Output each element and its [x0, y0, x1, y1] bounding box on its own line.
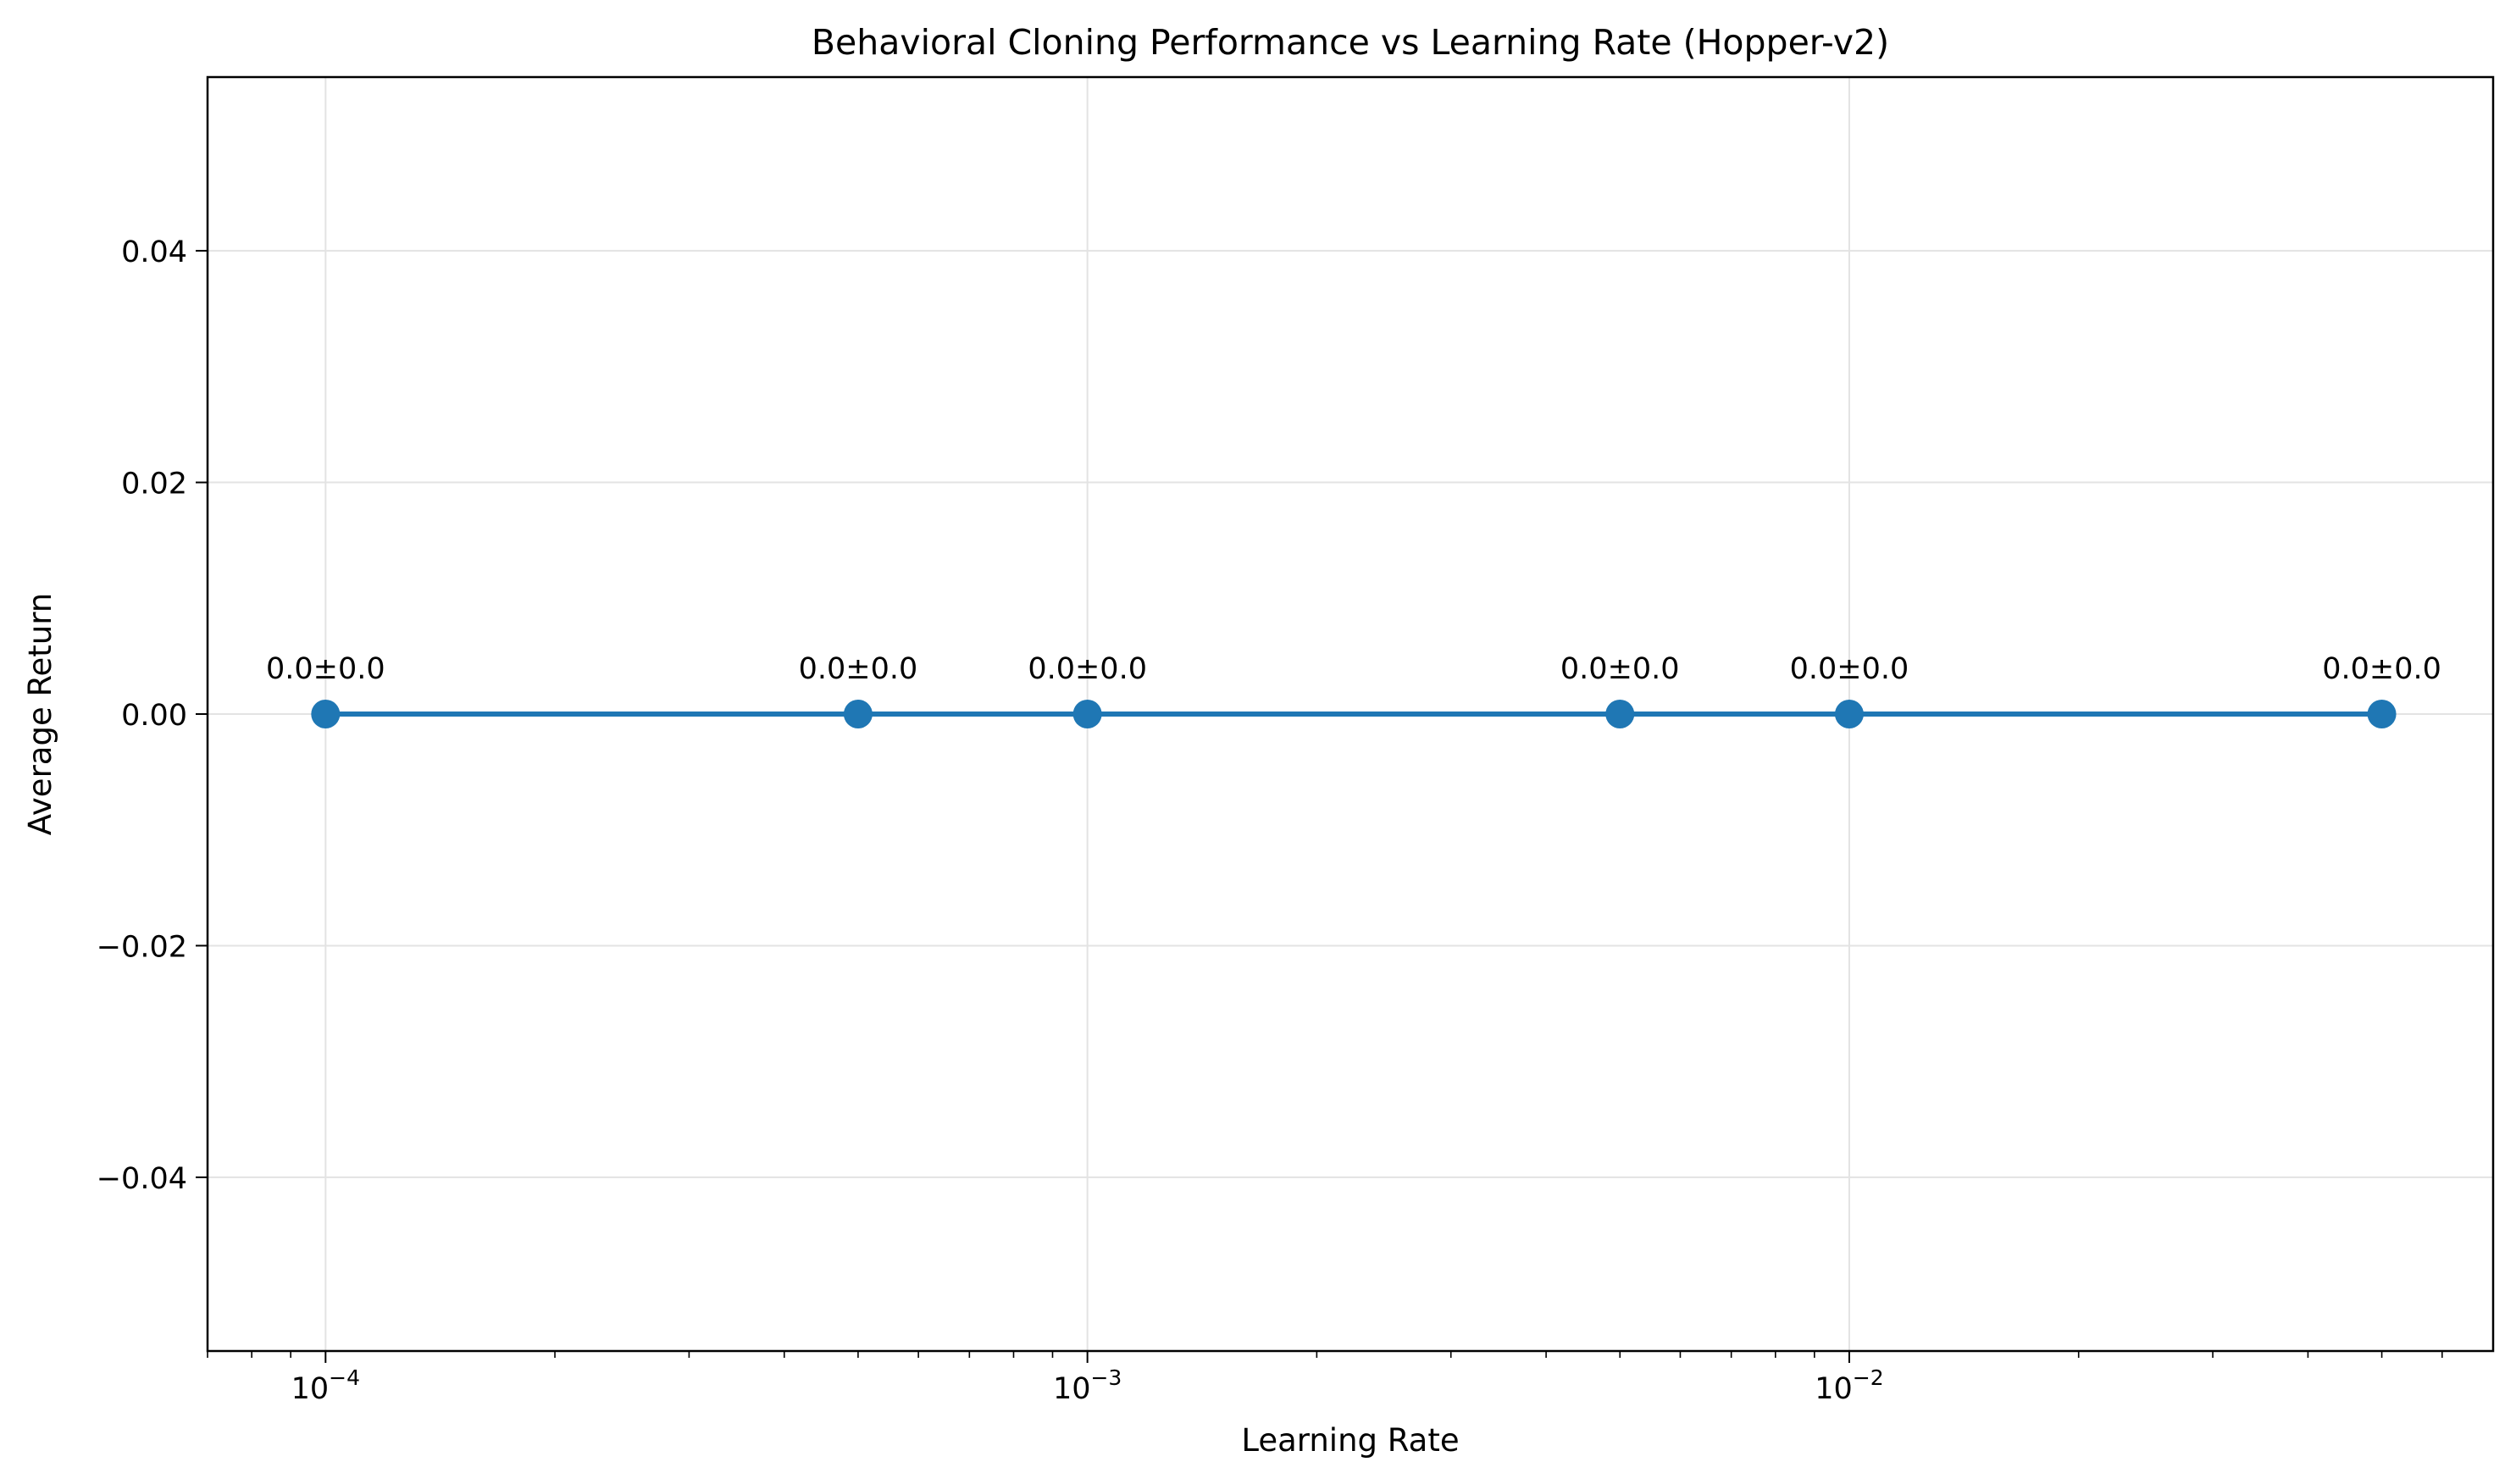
y-tick-label: 0.00 — [121, 699, 187, 733]
data-point — [1834, 700, 1864, 728]
x-tick-label: 10−2 — [1815, 1365, 1883, 1406]
x-tick-base: 10 — [1815, 1372, 1853, 1406]
y-tick-label: −0.02 — [97, 930, 187, 964]
x-axis-label: Learning Rate — [1241, 1422, 1459, 1459]
y-tick-label: 0.02 — [121, 468, 187, 501]
x-tick-exponent: −3 — [1090, 1365, 1122, 1390]
data-label: 0.0±0.0 — [1560, 652, 1680, 686]
x-tick-base: 10 — [291, 1372, 330, 1406]
data-point — [1072, 700, 1102, 728]
x-tick-exponent: −4 — [329, 1365, 360, 1390]
data-point — [311, 700, 341, 728]
data-label: 0.0±0.0 — [1790, 652, 1909, 686]
series-layer: 0.0±0.0 0.0±0.0 0.0±0.0 0.0±0.0 0.0±0.0 0.0±0… — [266, 652, 2441, 728]
x-tick-exponent: −2 — [1853, 1365, 1884, 1390]
x-tick-label: 10−3 — [1053, 1365, 1122, 1406]
chart-title: Behavioral Cloning Performance vs Learni… — [812, 22, 1889, 63]
y-tick-label: 0.04 — [121, 235, 187, 269]
data-label: 0.0±0.0 — [266, 652, 385, 686]
x-tick-label: 10−4 — [291, 1365, 360, 1406]
data-point — [843, 700, 873, 728]
plot-frame — [206, 75, 2495, 1353]
y-tick-label: −0.04 — [97, 1162, 187, 1196]
x-tick-base: 10 — [1053, 1372, 1091, 1406]
data-label: 0.0±0.0 — [799, 652, 918, 686]
data-label: 0.0±0.0 — [1028, 652, 1147, 686]
data-point — [2367, 700, 2397, 728]
y-axis-label: Average Return — [22, 593, 58, 835]
data-point — [1605, 700, 1635, 728]
minor-ticks — [207, 1351, 2443, 1358]
data-label: 0.0±0.0 — [2322, 652, 2441, 686]
